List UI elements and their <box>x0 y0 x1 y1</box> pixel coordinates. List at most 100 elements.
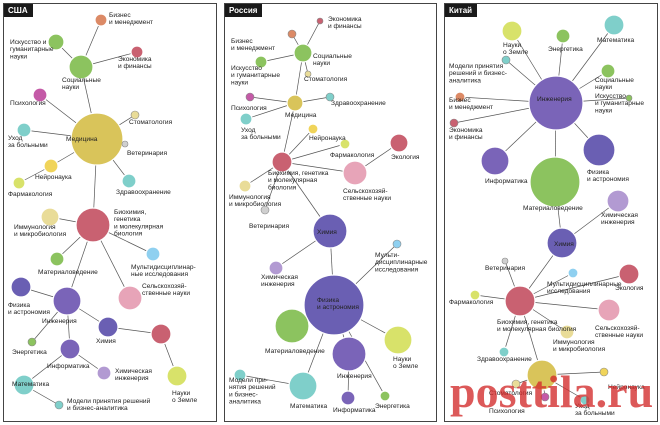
node-label-psy: Психология <box>231 105 267 112</box>
node-label-biz: Бизнес и менеджмент <box>109 12 153 26</box>
node-label-earth: Науки о Земле <box>503 42 529 56</box>
label-line: Мультидисциплинар- <box>131 264 196 271</box>
node-label-dent: Стоматология <box>129 119 173 126</box>
network-graph: Бизнес и менеджмент Искусство и гуманитарны… <box>8 12 198 412</box>
label-line: Биохимия, <box>114 209 146 216</box>
node-cheng <box>606 189 630 213</box>
label-line: и бизнес-аналитика <box>67 404 128 412</box>
label-line: Нейронаука <box>309 134 346 142</box>
label-line: Инженерия <box>537 96 572 103</box>
label-line: Инженерия <box>337 373 372 380</box>
node-energy <box>379 390 391 402</box>
node-art <box>254 55 268 69</box>
node-label-immuno: Иммунология и микробиология <box>14 224 67 238</box>
edge <box>519 273 630 302</box>
label-line: Психология <box>10 100 46 107</box>
label-line: и бизнес- <box>229 390 258 398</box>
node-eng <box>52 286 82 316</box>
node-label-agri: Сельскохозяй-ственные науки <box>343 187 391 202</box>
node-label-care: Уход за больными <box>241 127 281 141</box>
label-line: Химия <box>96 338 116 345</box>
labels: Науки о Земле Энергетика Математика Модели п… <box>449 37 645 417</box>
node-neuro <box>43 158 59 174</box>
label-line: Физика <box>8 302 30 309</box>
label-line: Биохимия, генетика <box>268 170 329 177</box>
node-psy <box>245 92 255 102</box>
node-biz <box>287 29 297 39</box>
label-line: Искусство <box>595 93 626 100</box>
label-line: Нейронаука <box>608 383 645 391</box>
node-label-multi: Мультидисциплинарные исследования <box>547 281 622 295</box>
node-immuno <box>40 207 60 227</box>
label-line: науки <box>313 60 330 67</box>
label-line: и астрономия <box>587 176 629 183</box>
node-label-vet: Ветеринария <box>127 150 167 157</box>
node-math <box>288 371 318 401</box>
label-line: Медицина <box>285 112 317 119</box>
node-label-phys: Физика и астрономия <box>317 297 359 311</box>
label-line: Стоматология <box>129 119 173 126</box>
node-label-dec: Модели принятия решений и бизнес-аналитик… <box>449 63 507 84</box>
label-line: о Земле <box>503 49 529 56</box>
label-line: Фармакология <box>8 191 53 198</box>
node-label-chem: Химия <box>554 241 574 248</box>
node-eng <box>331 336 367 372</box>
node-dec <box>233 368 247 382</box>
node-env <box>389 133 409 153</box>
label-line: ные исследования <box>131 271 188 278</box>
label-line: Социальные <box>595 77 634 84</box>
node-label-pharm: Фармакология <box>330 152 375 159</box>
node-label-immuno: Иммунология и микробиология <box>229 194 282 208</box>
node-label-bio: Биохимия, генетика и молекулярная биологи… <box>497 319 577 333</box>
node-label-dent: Стоматология <box>304 76 348 83</box>
label-line: науки <box>62 84 79 91</box>
label-line: Науки <box>503 42 522 49</box>
node-bio <box>271 151 293 173</box>
node-energy <box>27 337 37 347</box>
node-label-dec: Модели при-нятия решений и бизнес-аналити… <box>229 377 276 406</box>
label-line: Математика <box>290 403 327 410</box>
node-math <box>603 14 625 36</box>
network-graph: Экономика и финансы Бизнес и менеджмент Соци… <box>229 16 428 414</box>
node-label-mat: Материаловедение <box>523 205 583 212</box>
node-label-earth: Науки о Земле <box>172 390 198 404</box>
label-line: исследования <box>547 288 591 295</box>
label-line: Химическая <box>261 274 298 281</box>
label-line: Социальные <box>62 77 101 84</box>
label-line: и молекулярная биология <box>497 325 577 333</box>
node-eng <box>528 75 584 131</box>
label-line: Иммунология <box>553 339 595 346</box>
panel-title: Россия <box>225 4 263 17</box>
label-line: Материаловедение <box>38 269 98 276</box>
node-label-med: Медицина <box>66 136 98 143</box>
label-line: инженерия <box>601 219 635 226</box>
label-line: науки <box>595 107 612 114</box>
node-label-neuro: Нейронаука <box>35 173 72 181</box>
label-line: за больными <box>8 141 48 149</box>
label-line: и молекулярная <box>114 223 164 230</box>
label-line: и микробиология <box>14 230 67 238</box>
node-inf <box>59 338 81 360</box>
node-label-inf: Информатика <box>485 178 528 185</box>
panel-usa: США Бизнес и менеджмент Искусство и гуманит… <box>3 3 217 422</box>
node-label-biz: Бизнес и менеджмент <box>231 38 275 52</box>
node-immuno <box>559 324 575 340</box>
label-line: Бизнес <box>231 38 253 45</box>
label-line: Ветеринария <box>127 150 167 157</box>
label-line: Здравоохранение <box>477 356 532 363</box>
label-line: Науки <box>393 356 412 363</box>
node-math <box>13 374 35 396</box>
node-dent <box>304 70 312 78</box>
node-label-energy: Энергетика <box>548 46 583 53</box>
label-line: Химическая <box>601 212 638 219</box>
node-dent <box>511 379 521 389</box>
node-label-econ: Экономика и финансы <box>328 16 362 30</box>
label-line: Фармакология <box>449 299 494 306</box>
node-dec <box>54 400 64 410</box>
label-line: Сельскохозяй- <box>142 282 187 290</box>
label-line: Стоматология <box>489 390 533 397</box>
label-line: и астрономия <box>317 304 359 311</box>
node-label-health: Здравоохранение <box>477 356 532 363</box>
node-multi <box>145 246 161 262</box>
node-agri <box>342 160 368 186</box>
